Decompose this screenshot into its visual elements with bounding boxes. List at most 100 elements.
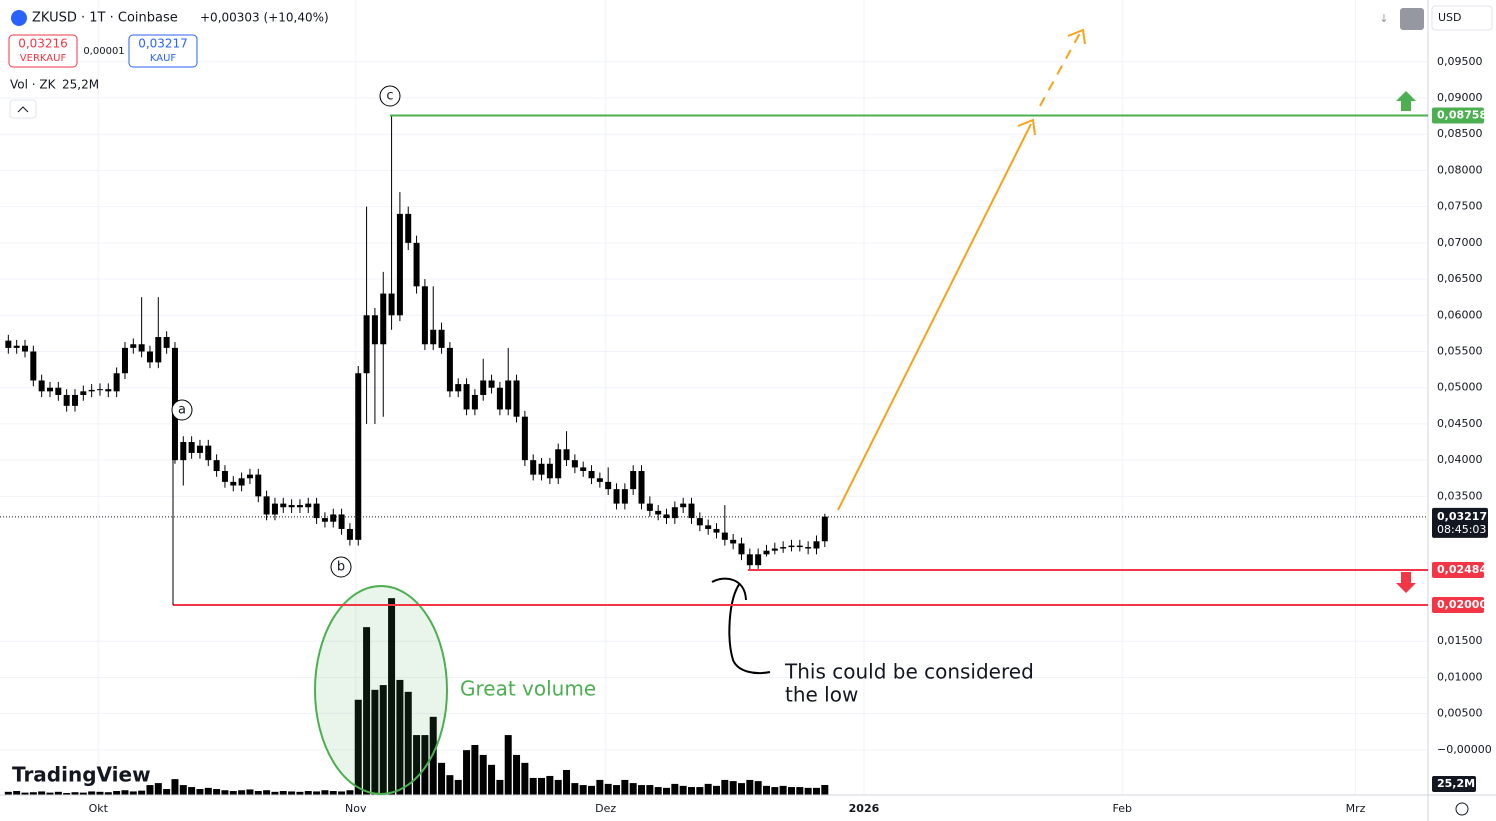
candle-body bbox=[321, 518, 328, 522]
y-tick-label: 0,06000 bbox=[1437, 308, 1483, 321]
candle-body bbox=[188, 442, 195, 453]
volume-bar bbox=[238, 790, 246, 795]
volume-bar bbox=[246, 789, 254, 795]
volume-bar bbox=[729, 781, 737, 795]
candle-body bbox=[221, 471, 228, 482]
y-tick-label: −0,00000 bbox=[1437, 743, 1492, 756]
candle-body bbox=[813, 541, 820, 549]
target-arrow-dashed bbox=[1039, 32, 1081, 107]
candle-body bbox=[555, 449, 562, 479]
candle-body bbox=[55, 387, 62, 395]
volume-bar bbox=[671, 783, 679, 795]
volume-bar bbox=[146, 785, 154, 795]
candle-body bbox=[630, 471, 637, 490]
level-tag bbox=[1432, 107, 1484, 124]
screenshot-button[interactable] bbox=[1400, 8, 1424, 30]
candle-body bbox=[613, 489, 620, 504]
volume-bar bbox=[646, 785, 654, 795]
arrow-head bbox=[1067, 28, 1086, 45]
volume-bar bbox=[204, 787, 212, 795]
volume-bar bbox=[496, 779, 504, 795]
volume-bar bbox=[446, 775, 454, 795]
candle-body bbox=[505, 380, 512, 410]
candle-body bbox=[71, 394, 78, 406]
volume-bar bbox=[613, 785, 621, 795]
volume-bar bbox=[4, 791, 12, 795]
price-change: +0,00303 (+10,40%) bbox=[200, 11, 329, 25]
symbol[interactable]: ZKUSD · 1T · Coinbase bbox=[32, 11, 178, 26]
volume-bar bbox=[821, 785, 829, 795]
candle-body bbox=[205, 445, 212, 461]
candle-body bbox=[821, 516, 828, 542]
volume-bar bbox=[796, 787, 804, 795]
level-tag-label: 0,02000 bbox=[1437, 598, 1487, 611]
volume-bar bbox=[688, 787, 696, 795]
candle-body bbox=[721, 532, 728, 540]
volume-tag-label: 25,2M bbox=[1437, 777, 1475, 790]
candle-body bbox=[388, 293, 395, 316]
candle-body bbox=[330, 514, 337, 522]
symbol-icon bbox=[11, 10, 27, 26]
candle-body bbox=[446, 347, 453, 392]
volume-bar bbox=[787, 787, 795, 795]
volume-bar bbox=[154, 783, 162, 795]
candle-body bbox=[196, 445, 203, 453]
candle-body bbox=[580, 467, 587, 472]
volume-bar bbox=[229, 791, 237, 795]
candle-body bbox=[805, 547, 812, 549]
download-button[interactable] bbox=[1372, 8, 1396, 30]
y-tick-label: 0,05500 bbox=[1437, 345, 1483, 358]
volume-bar bbox=[188, 787, 196, 795]
candle-body bbox=[671, 507, 678, 519]
candle-body bbox=[488, 380, 495, 388]
up-arrow-icon bbox=[1396, 91, 1416, 111]
volume-bar bbox=[546, 775, 554, 795]
candle-body bbox=[655, 510, 662, 515]
wave-label: c bbox=[386, 89, 393, 104]
volume-bar bbox=[679, 785, 687, 795]
settings-icon[interactable] bbox=[1455, 802, 1469, 816]
volume-bar bbox=[13, 791, 21, 795]
buy-button[interactable] bbox=[128, 34, 198, 68]
candle-body bbox=[730, 539, 737, 544]
volume-bar bbox=[213, 789, 221, 795]
candle-body bbox=[163, 337, 170, 348]
volume-bar bbox=[413, 735, 421, 795]
volume-ellipse bbox=[314, 585, 448, 795]
volume-bar bbox=[812, 787, 820, 795]
volume-bar bbox=[271, 791, 279, 795]
candle-body bbox=[63, 394, 70, 406]
volume-bar bbox=[329, 791, 337, 795]
y-tick-label: 0,01000 bbox=[1437, 670, 1483, 683]
volume-bar bbox=[354, 699, 362, 795]
candle-body bbox=[296, 505, 303, 508]
candle-body bbox=[471, 394, 478, 410]
last-price-label: 0,03217 bbox=[1437, 510, 1487, 523]
candle-body bbox=[363, 315, 370, 374]
volume-bar bbox=[29, 792, 37, 795]
buy-label: KAUF bbox=[150, 53, 177, 64]
volume-bar bbox=[563, 770, 571, 795]
volume-bar bbox=[379, 685, 387, 795]
plot-area bbox=[0, 0, 1428, 795]
y-tick-label: 0,09000 bbox=[1437, 91, 1483, 104]
volume-bar bbox=[363, 627, 371, 795]
volume-bar bbox=[571, 783, 579, 795]
y-tick-label: 0,04000 bbox=[1437, 453, 1483, 466]
y-tick-label: 0,09500 bbox=[1437, 55, 1483, 68]
candle-body bbox=[346, 528, 353, 540]
sell-button[interactable] bbox=[8, 34, 78, 68]
volume-bar bbox=[38, 791, 46, 795]
level-tag-label: 0,02484 bbox=[1437, 563, 1487, 576]
candle-body bbox=[521, 416, 528, 461]
volume-bar bbox=[79, 792, 87, 795]
volume-bar bbox=[46, 792, 54, 795]
currency-select[interactable] bbox=[1431, 5, 1493, 31]
currency: USD bbox=[1438, 11, 1462, 24]
collapse-button[interactable] bbox=[9, 99, 37, 119]
volume-bar bbox=[221, 790, 229, 795]
volume-bar bbox=[663, 787, 671, 795]
wave-label: b bbox=[337, 560, 345, 575]
down-arrow-icon bbox=[1396, 572, 1416, 593]
